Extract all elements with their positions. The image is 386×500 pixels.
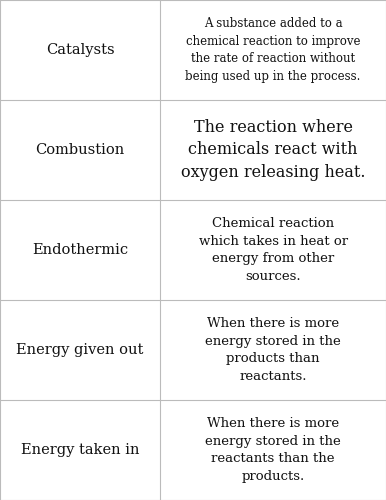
Text: When there is more
energy stored in the
reactants than the
products.: When there is more energy stored in the … bbox=[205, 417, 341, 483]
Text: A substance added to a
chemical reaction to improve
the rate of reaction without: A substance added to a chemical reaction… bbox=[185, 17, 361, 82]
Text: Combustion: Combustion bbox=[36, 143, 125, 157]
Text: The reaction where
chemicals react with
oxygen releasing heat.: The reaction where chemicals react with … bbox=[181, 118, 365, 182]
Text: Catalysts: Catalysts bbox=[46, 43, 114, 57]
Text: Energy taken in: Energy taken in bbox=[21, 443, 139, 457]
Text: Chemical reaction
which takes in heat or
energy from other
sources.: Chemical reaction which takes in heat or… bbox=[198, 217, 348, 283]
Text: When there is more
energy stored in the
products than
reactants.: When there is more energy stored in the … bbox=[205, 318, 341, 383]
Text: Endothermic: Endothermic bbox=[32, 243, 128, 257]
Text: Energy given out: Energy given out bbox=[17, 343, 144, 357]
